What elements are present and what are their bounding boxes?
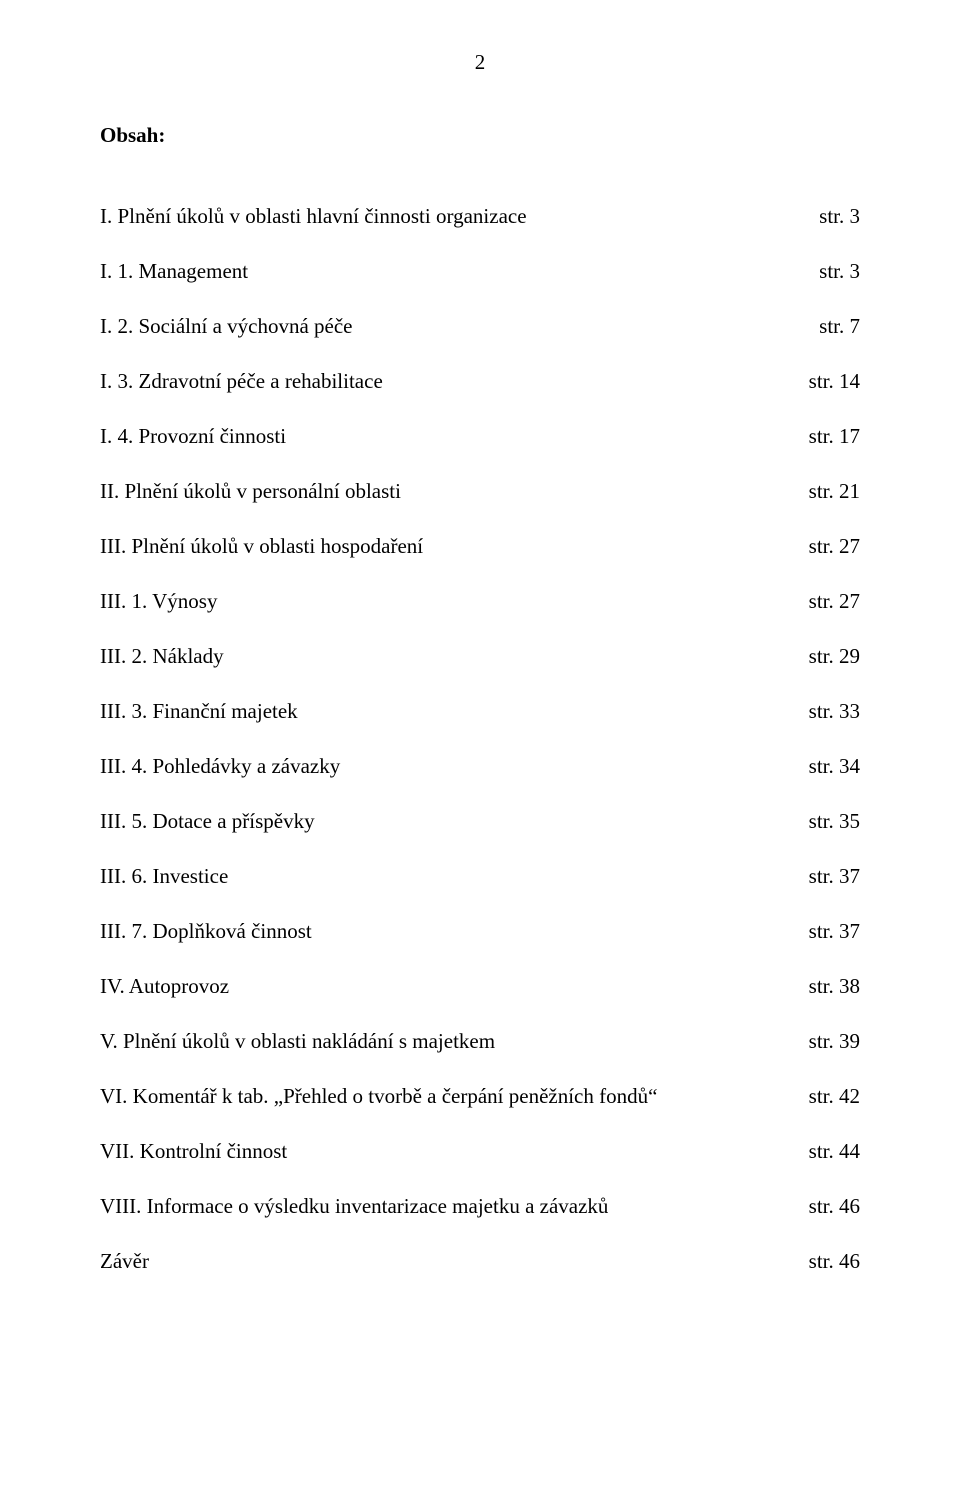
toc-row: VI. Komentář k tab. „Přehled o tvorbě a …: [100, 1084, 860, 1109]
toc-page: str. 17: [809, 424, 860, 449]
toc-title: II. Plnění úkolů v personální oblasti: [100, 479, 809, 504]
toc-row: VII. Kontrolní činnost str. 44: [100, 1139, 860, 1164]
toc-page: str. 46: [809, 1194, 860, 1219]
toc-page: str. 7: [819, 314, 860, 339]
toc-page: str. 21: [809, 479, 860, 504]
toc-title: I. 2. Sociální a výchovná péče: [100, 314, 819, 339]
toc-page: str. 38: [809, 974, 860, 999]
toc-row: III. 1. Výnosy str. 27: [100, 589, 860, 614]
toc-page: str. 3: [819, 259, 860, 284]
toc-title: III. 7. Doplňková činnost: [100, 919, 809, 944]
toc-row: II. Plnění úkolů v personální oblasti st…: [100, 479, 860, 504]
table-of-contents: I. Plnění úkolů v oblasti hlavní činnost…: [100, 204, 860, 1274]
toc-row: Závěr str. 46: [100, 1249, 860, 1274]
toc-title: III. 2. Náklady: [100, 644, 809, 669]
toc-row: I. 2. Sociální a výchovná péče str. 7: [100, 314, 860, 339]
toc-row: VIII. Informace o výsledku inventarizace…: [100, 1194, 860, 1219]
toc-page: str. 37: [809, 864, 860, 889]
toc-page: str. 37: [809, 919, 860, 944]
toc-page: str. 44: [809, 1139, 860, 1164]
toc-row: III. 5. Dotace a příspěvky str. 35: [100, 809, 860, 834]
toc-page: str. 27: [809, 534, 860, 559]
toc-row: III. 7. Doplňková činnost str. 37: [100, 919, 860, 944]
page-number: 2: [100, 50, 860, 75]
toc-row: V. Plnění úkolů v oblasti nakládání s ma…: [100, 1029, 860, 1054]
toc-page: str. 29: [809, 644, 860, 669]
toc-page: str. 14: [809, 369, 860, 394]
toc-row: IV. Autoprovoz str. 38: [100, 974, 860, 999]
toc-heading: Obsah:: [100, 123, 860, 148]
toc-page: str. 39: [809, 1029, 860, 1054]
toc-title: I. 4. Provozní činnosti: [100, 424, 809, 449]
toc-page: str. 3: [819, 204, 860, 229]
toc-title: III. 6. Investice: [100, 864, 809, 889]
toc-title: I. Plnění úkolů v oblasti hlavní činnost…: [100, 204, 819, 229]
toc-title: VII. Kontrolní činnost: [100, 1139, 809, 1164]
toc-page: str. 46: [809, 1249, 860, 1274]
toc-row: III. 2. Náklady str. 29: [100, 644, 860, 669]
toc-title: VIII. Informace o výsledku inventarizace…: [100, 1194, 809, 1219]
toc-title: I. 1. Management: [100, 259, 819, 284]
toc-row: III. 3. Finanční majetek str. 33: [100, 699, 860, 724]
toc-row: III. 6. Investice str. 37: [100, 864, 860, 889]
toc-row: I. 4. Provozní činnosti str. 17: [100, 424, 860, 449]
toc-page: str. 35: [809, 809, 860, 834]
toc-page: str. 27: [809, 589, 860, 614]
toc-page: str. 42: [809, 1084, 860, 1109]
toc-row: III. 4. Pohledávky a závazky str. 34: [100, 754, 860, 779]
toc-title: VI. Komentář k tab. „Přehled o tvorbě a …: [100, 1084, 809, 1109]
toc-page: str. 33: [809, 699, 860, 724]
toc-title: III. Plnění úkolů v oblasti hospodaření: [100, 534, 809, 559]
toc-row: III. Plnění úkolů v oblasti hospodaření …: [100, 534, 860, 559]
toc-title: V. Plnění úkolů v oblasti nakládání s ma…: [100, 1029, 809, 1054]
toc-title: I. 3. Zdravotní péče a rehabilitace: [100, 369, 809, 394]
toc-title: III. 3. Finanční majetek: [100, 699, 809, 724]
toc-title: III. 5. Dotace a příspěvky: [100, 809, 809, 834]
toc-row: I. Plnění úkolů v oblasti hlavní činnost…: [100, 204, 860, 229]
toc-row: I. 1. Management str. 3: [100, 259, 860, 284]
toc-title: III. 1. Výnosy: [100, 589, 809, 614]
toc-page: str. 34: [809, 754, 860, 779]
toc-title: III. 4. Pohledávky a závazky: [100, 754, 809, 779]
toc-title: Závěr: [100, 1249, 809, 1274]
toc-title: IV. Autoprovoz: [100, 974, 809, 999]
toc-row: I. 3. Zdravotní péče a rehabilitace str.…: [100, 369, 860, 394]
